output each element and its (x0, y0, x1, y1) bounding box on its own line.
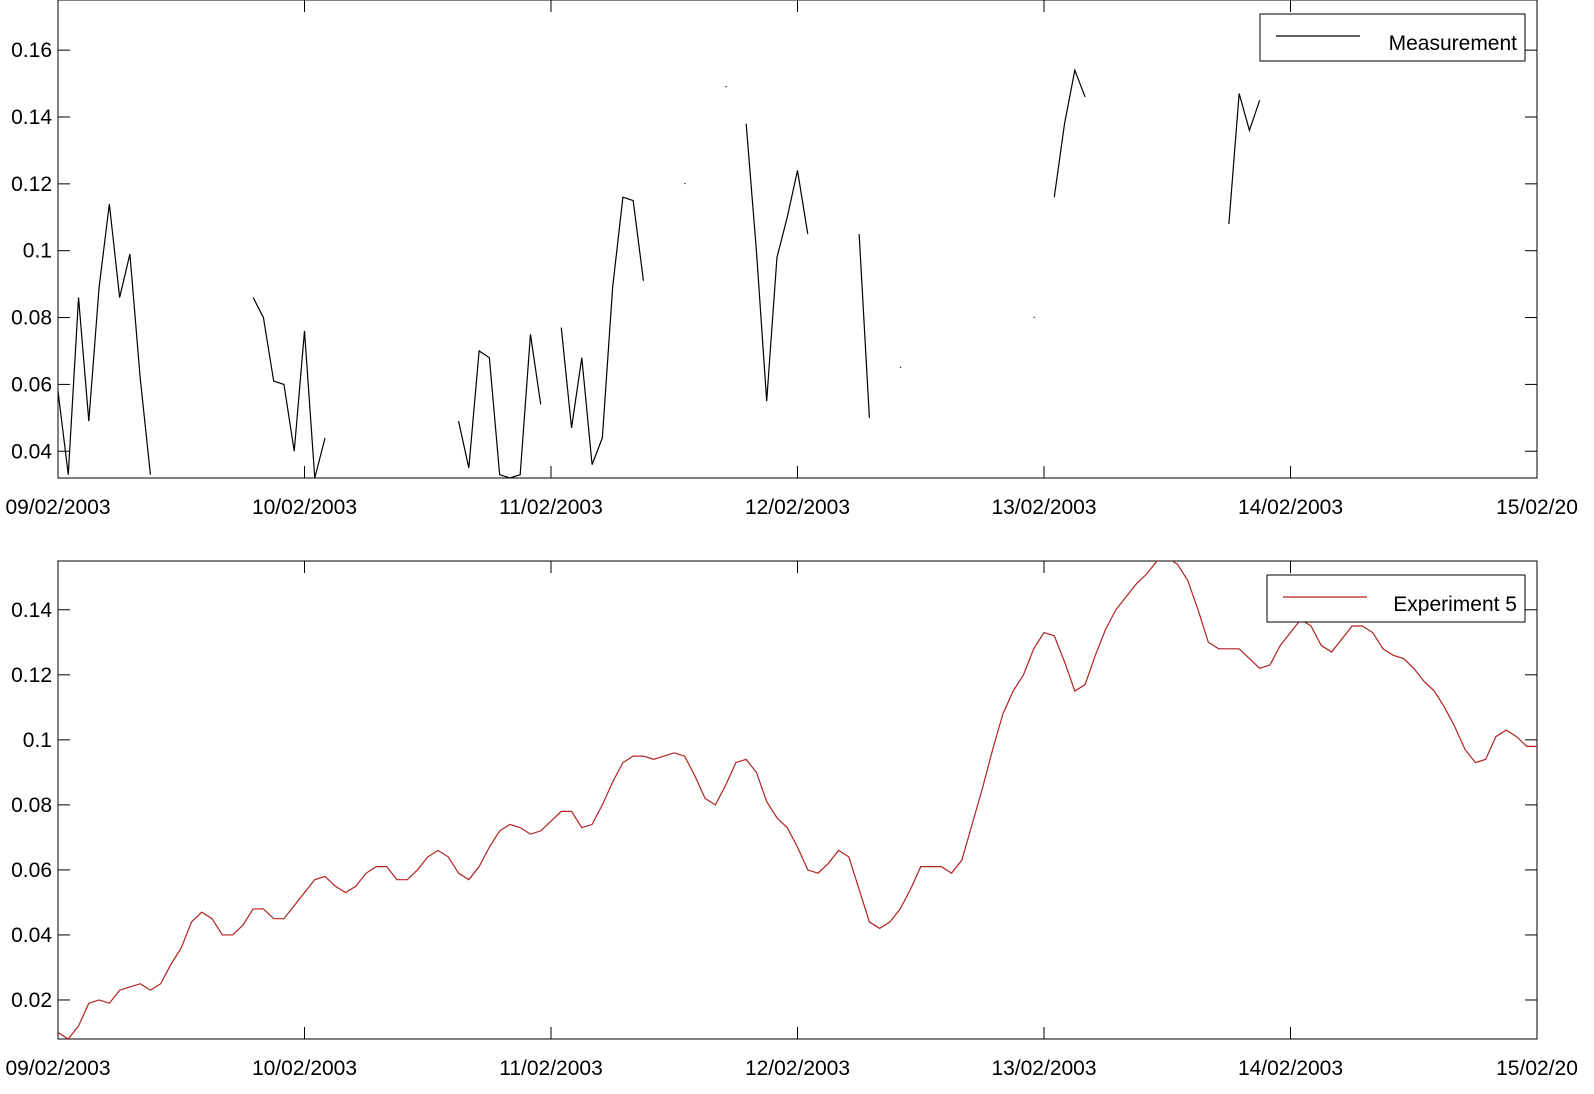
y-tick-label: 0.06 (11, 859, 52, 882)
x-tick-label: 15/02/20 (1496, 496, 1578, 519)
series-line-segment (1053, 68, 1086, 198)
series-line-segment (58, 561, 1537, 1039)
x-tick-label: 09/02/2003 (5, 496, 110, 519)
y-tick-label: 0.1 (23, 240, 52, 263)
y-tick-label: 0.14 (11, 106, 52, 129)
x-tick-label: 15/02/20 (1496, 1057, 1578, 1080)
series-line-segment (457, 334, 542, 478)
x-tick-label: 12/02/2003 (745, 496, 850, 519)
y-tick-label: 0.06 (11, 373, 52, 396)
legend-box (1259, 13, 1526, 62)
x-tick-label: 14/02/2003 (1238, 496, 1343, 519)
x-tick-label: 10/02/2003 (252, 1057, 357, 1080)
axes-box (57, 0, 1538, 479)
legend-label: Experiment 5 (1393, 593, 1517, 616)
y-tick-label: 0.04 (11, 440, 52, 463)
y-tick-label: 0.08 (11, 794, 52, 817)
series-line-segment (899, 366, 902, 369)
measurement-panel: 0.04 0.06 0.08 0.1 0.12 0.14 0.16 09/02/2003 10/… (5, 0, 1578, 519)
y-tick-label: 0.12 (11, 664, 52, 687)
series-line-segment (252, 297, 326, 478)
series-line-segment (858, 233, 870, 418)
series-0 (58, 561, 1537, 1039)
series-line-segment (745, 123, 809, 402)
y-tick-label: 0.14 (11, 599, 52, 622)
x-tick-label: 11/02/2003 (499, 1057, 603, 1080)
series-0 (58, 68, 1261, 478)
y-tick-label: 0.16 (11, 39, 52, 62)
legend-box (1266, 574, 1526, 623)
series-line-segment (58, 203, 152, 475)
y-tick-label: 0.1 (23, 729, 52, 752)
x-tick-label: 09/02/2003 (5, 1057, 110, 1080)
series-line-segment (1033, 316, 1035, 319)
y-tick-label: 0.02 (11, 989, 52, 1012)
y-tick-label: 0.08 (11, 307, 52, 330)
x-tick-label: 10/02/2003 (252, 496, 357, 519)
x-tick-label: 13/02/2003 (991, 496, 1096, 519)
y-tick-label: 0.04 (11, 924, 52, 947)
x-tick-label: 14/02/2003 (1238, 1057, 1343, 1080)
x-tick-label: 11/02/2003 (499, 496, 603, 519)
series-line-segment (1228, 93, 1261, 225)
experiment-panel: 0.02 0.04 0.06 0.08 0.1 0.12 0.14 09/02/2003 10/… (5, 560, 1578, 1080)
x-tick-label: 12/02/2003 (745, 1057, 850, 1080)
legend-label: Measurement (1389, 32, 1518, 55)
series-line-segment (560, 196, 645, 465)
series-line-segment (684, 182, 686, 185)
series-line-segment (725, 85, 727, 88)
y-tick-label: 0.12 (11, 173, 52, 196)
x-tick-label: 13/02/2003 (991, 1057, 1096, 1080)
